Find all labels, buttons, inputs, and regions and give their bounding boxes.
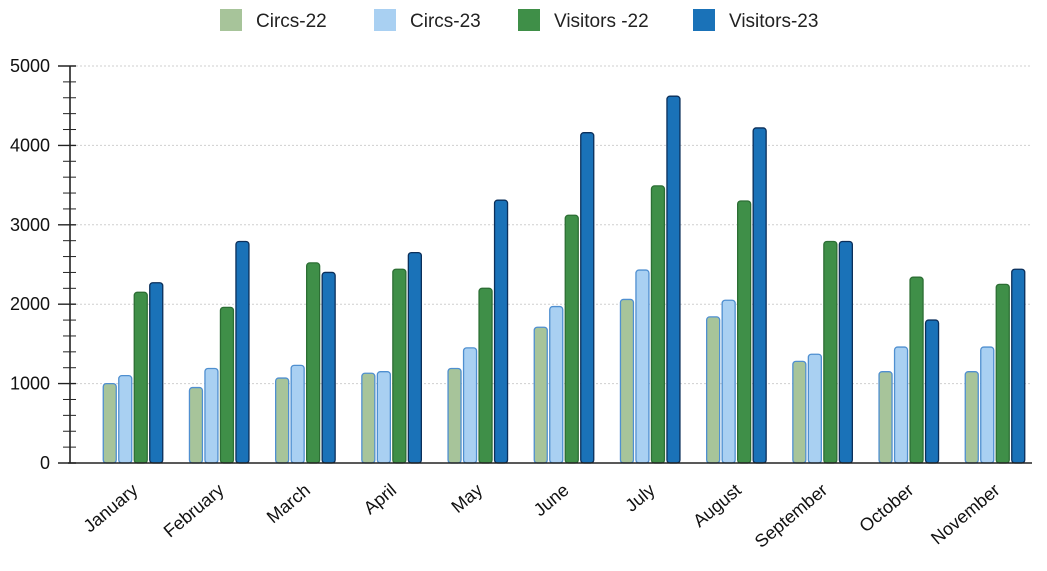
bar-circs-22-january <box>102 382 117 464</box>
legend-label: Circs-22 <box>256 11 327 32</box>
bar-circs-22-february <box>188 386 204 464</box>
x-tick-label: May <box>447 480 486 517</box>
bar-visitors-22-april <box>392 268 407 464</box>
bar-circs-22-march <box>274 377 290 464</box>
bar-visitors-22-february <box>219 306 235 464</box>
bar-visitors-23-january <box>149 282 164 464</box>
axes <box>58 65 1032 464</box>
bar-visitors-23-june <box>580 132 595 464</box>
bar-visitors-22-march <box>305 262 321 464</box>
x-tick-label: September <box>751 480 831 552</box>
bar-circs-22-may <box>447 367 462 464</box>
bar-visitors-23-february <box>235 240 250 464</box>
bar-circs-23-may <box>462 347 478 464</box>
bar-circs-23-march <box>290 364 305 464</box>
bar-visitors-22-october <box>909 276 924 464</box>
x-tick-label: October <box>855 480 917 536</box>
legend-swatch <box>518 9 540 31</box>
bar-visitors-23-october <box>924 319 940 464</box>
bar-circs-22-october <box>878 371 893 464</box>
legend: Circs-22 Circs-23 Visitors -22 Visitors-23 <box>220 9 818 32</box>
bar-circs-23-october <box>893 346 909 464</box>
legend-label: Circs-23 <box>410 11 481 32</box>
bar-circs-23-september <box>807 353 822 464</box>
x-tick-label: January <box>80 480 142 536</box>
x-tick-label: August <box>689 480 745 531</box>
bar-circs-23-january <box>118 375 133 464</box>
y-tick-label: 3000 <box>10 215 50 235</box>
y-tick-label: 4000 <box>10 135 50 155</box>
bar-visitors-23-august <box>752 127 767 464</box>
bar-visitors-23-march <box>321 271 336 464</box>
bar-circs-22-june <box>533 326 548 464</box>
bar-visitors-22-september <box>823 240 838 464</box>
bar-visitors-22-january <box>133 291 148 464</box>
bar-circs-23-july <box>635 269 650 464</box>
bar-visitors-22-july <box>650 185 666 464</box>
bars <box>102 95 1026 464</box>
bar-circs-23-august <box>721 299 736 464</box>
bar-visitors-23-may <box>493 199 509 464</box>
bar-visitors-23-november <box>1011 268 1026 464</box>
y-tick-label: 1000 <box>10 374 50 394</box>
bar-circs-23-june <box>549 305 564 464</box>
bar-visitors-23-september <box>838 240 853 464</box>
bar-visitors-22-june <box>564 214 579 464</box>
bar-circs-22-july <box>619 298 635 464</box>
bar-circs-23-february <box>204 367 219 464</box>
x-tick-labels: January February March April May June July Augu… <box>80 480 1004 552</box>
legend-swatch <box>220 9 242 31</box>
bar-circs-23-november <box>980 346 995 464</box>
bar-visitors-23-july <box>666 95 681 464</box>
bar-circs-23-april <box>376 371 392 464</box>
bar-visitors-22-may <box>478 287 493 464</box>
bar-circs-22-september <box>792 360 807 464</box>
bar-circs-22-april <box>361 372 376 464</box>
legend-swatch <box>693 9 715 31</box>
legend-swatch <box>374 9 396 31</box>
y-tick-label: 5000 <box>10 56 50 76</box>
legend-label: Visitors -22 <box>554 11 649 32</box>
x-tick-label: June <box>530 480 573 520</box>
bar-circs-22-november <box>964 371 979 464</box>
bar-visitors-22-august <box>737 200 752 464</box>
bar-visitors-22-november <box>995 283 1010 464</box>
y-tick-labels: 0 1000 2000 3000 4000 5000 <box>10 56 50 473</box>
x-tick-label: March <box>263 480 314 527</box>
x-tick-label: February <box>160 480 228 542</box>
legend-label: Visitors-23 <box>729 11 818 32</box>
bar-circs-22-august <box>706 316 721 464</box>
y-tick-label: 0 <box>40 453 50 473</box>
y-tick-label: 2000 <box>10 294 50 314</box>
x-tick-label: November <box>927 480 1003 549</box>
x-tick-label: July <box>621 480 658 516</box>
bar-visitors-23-april <box>407 251 423 464</box>
x-tick-label: April <box>360 480 400 518</box>
